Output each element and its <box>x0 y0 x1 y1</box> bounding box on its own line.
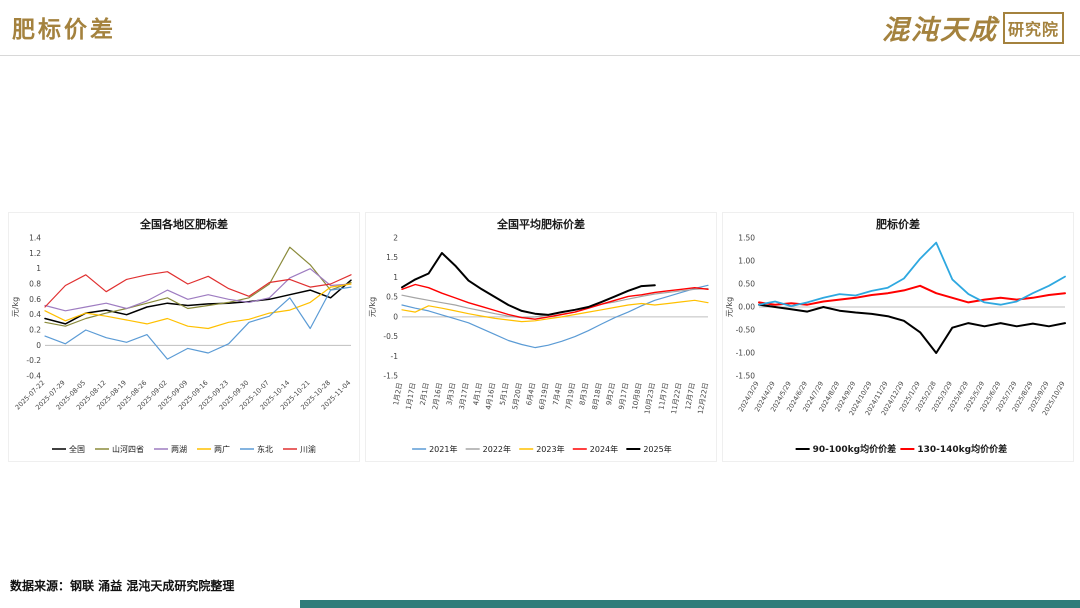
svg-text:5月1日: 5月1日 <box>499 382 511 406</box>
svg-text:10月23日: 10月23日 <box>643 382 656 415</box>
svg-text:全国各地区肥标差: 全国各地区肥标差 <box>139 217 228 231</box>
data-source: 数据来源：钢联 涌益 混沌天成研究院整理 <box>10 579 235 593</box>
svg-text:0: 0 <box>36 341 41 350</box>
brand-logo-seal: 研究院 <box>1002 11 1064 44</box>
svg-text:4月16日: 4月16日 <box>484 382 497 410</box>
svg-text:全国: 全国 <box>69 444 85 454</box>
svg-text:-1.5: -1.5 <box>383 372 398 381</box>
brand-logo: 混沌天成 研究院 <box>882 8 1064 47</box>
svg-text:-0.5: -0.5 <box>383 332 398 341</box>
svg-text:1: 1 <box>36 264 41 273</box>
svg-text:2023年: 2023年 <box>536 444 564 454</box>
svg-text:2月16日: 2月16日 <box>431 382 444 410</box>
svg-text:2024年: 2024年 <box>590 444 618 454</box>
svg-text:6月4日: 6月4日 <box>525 382 537 406</box>
weight-band-spread-chart: 肥标价差元/kg1.501.000.500.00-0.50-1.00-1.502… <box>725 217 1067 455</box>
svg-text:9月17日: 9月17日 <box>618 382 631 410</box>
svg-text:2022年: 2022年 <box>483 444 511 454</box>
page-title: 肥标价差 <box>12 16 116 43</box>
svg-text:3月3日: 3月3日 <box>445 382 457 406</box>
bottom-accent-bar <box>300 600 1080 608</box>
svg-text:2月1日: 2月1日 <box>419 382 431 406</box>
svg-text:-1: -1 <box>391 352 399 361</box>
charts-row: 全国各地区肥标差元/kg 1.4 1.2 1 0.8 0.6 0.4 0.2 0 -0.2 -0.4… <box>8 212 1074 462</box>
svg-text:1.2: 1.2 <box>29 249 41 258</box>
svg-text:-1.00: -1.00 <box>736 349 756 358</box>
svg-text:90-100kg均价价差: 90-100kg均价价差 <box>813 443 896 455</box>
svg-text:12月22日: 12月22日 <box>697 382 710 415</box>
svg-text:11月22日: 11月22日 <box>670 382 683 415</box>
svg-text:两广: 两广 <box>214 444 230 454</box>
svg-text:东北: 东北 <box>257 444 273 454</box>
svg-text:川渝: 川渝 <box>300 444 316 454</box>
svg-text:8月3日: 8月3日 <box>578 382 590 406</box>
svg-text:10月8日: 10月8日 <box>631 382 644 410</box>
svg-text:0.5: 0.5 <box>386 293 398 302</box>
brand-logo-text: 混沌天成 <box>881 15 998 46</box>
chart-panel-national-average-spread: 全国平均肥标价差元/kg 2 1.5 1 0.5 0 -0.5 -1 -1.5 1月2日 1月17日… <box>365 212 717 462</box>
svg-text:1: 1 <box>393 273 398 282</box>
svg-text:元/kg: 元/kg <box>725 297 734 317</box>
svg-text:0.6: 0.6 <box>29 295 41 304</box>
svg-text:0: 0 <box>393 312 398 321</box>
svg-text:1.4: 1.4 <box>29 234 41 243</box>
svg-text:4月1日: 4月1日 <box>472 382 484 406</box>
svg-text:0.8: 0.8 <box>29 280 41 289</box>
svg-text:8月18日: 8月18日 <box>591 382 604 410</box>
svg-text:3月17日: 3月17日 <box>458 382 471 410</box>
svg-text:0.00: 0.00 <box>738 303 755 312</box>
svg-text:0.50: 0.50 <box>738 280 755 289</box>
svg-text:元/kg: 元/kg <box>368 297 377 317</box>
svg-text:2021年: 2021年 <box>429 444 457 454</box>
svg-text:山河四省: 山河四省 <box>112 444 144 454</box>
svg-text:-0.2: -0.2 <box>26 356 41 365</box>
svg-text:0.4: 0.4 <box>29 310 41 319</box>
svg-text:1月2日: 1月2日 <box>392 382 404 406</box>
svg-text:12月7日: 12月7日 <box>684 382 697 410</box>
svg-text:-1.50: -1.50 <box>736 372 756 381</box>
svg-text:7月19日: 7月19日 <box>564 382 577 410</box>
svg-text:11月7日: 11月7日 <box>657 382 670 410</box>
svg-text:0.2: 0.2 <box>29 326 41 335</box>
chart-panel-regional-spread: 全国各地区肥标差元/kg 1.4 1.2 1 0.8 0.6 0.4 0.2 0 -0.2 -0.4… <box>8 212 360 462</box>
svg-text:6月19日: 6月19日 <box>538 382 551 410</box>
header-divider <box>0 55 1080 56</box>
svg-text:两湖: 两湖 <box>171 445 187 454</box>
svg-text:7月4日: 7月4日 <box>552 382 564 406</box>
svg-text:元/kg: 元/kg <box>11 297 20 317</box>
svg-text:1.00: 1.00 <box>738 257 755 266</box>
svg-text:-0.50: -0.50 <box>736 326 756 335</box>
svg-text:肥标价差: 肥标价差 <box>876 217 920 231</box>
svg-text:1.50: 1.50 <box>738 234 755 243</box>
svg-text:5月20日: 5月20日 <box>511 382 524 410</box>
svg-text:130-140kg均价价差: 130-140kg均价价差 <box>917 443 1007 455</box>
svg-text:1月17日: 1月17日 <box>405 382 418 410</box>
svg-text:2025年: 2025年 <box>643 444 671 454</box>
svg-text:9月2日: 9月2日 <box>605 382 617 406</box>
chart-panel-weight-band-spread: 肥标价差 元/kg 1.50 1.00 0.50 0.00 -0.50 -1.00 -1.50 2… <box>722 212 1074 462</box>
svg-text:1.5: 1.5 <box>386 253 398 262</box>
svg-text:全国平均肥标价差: 全国平均肥标价差 <box>496 217 585 231</box>
svg-text:2: 2 <box>393 234 398 243</box>
svg-text:-0.4: -0.4 <box>26 372 41 381</box>
